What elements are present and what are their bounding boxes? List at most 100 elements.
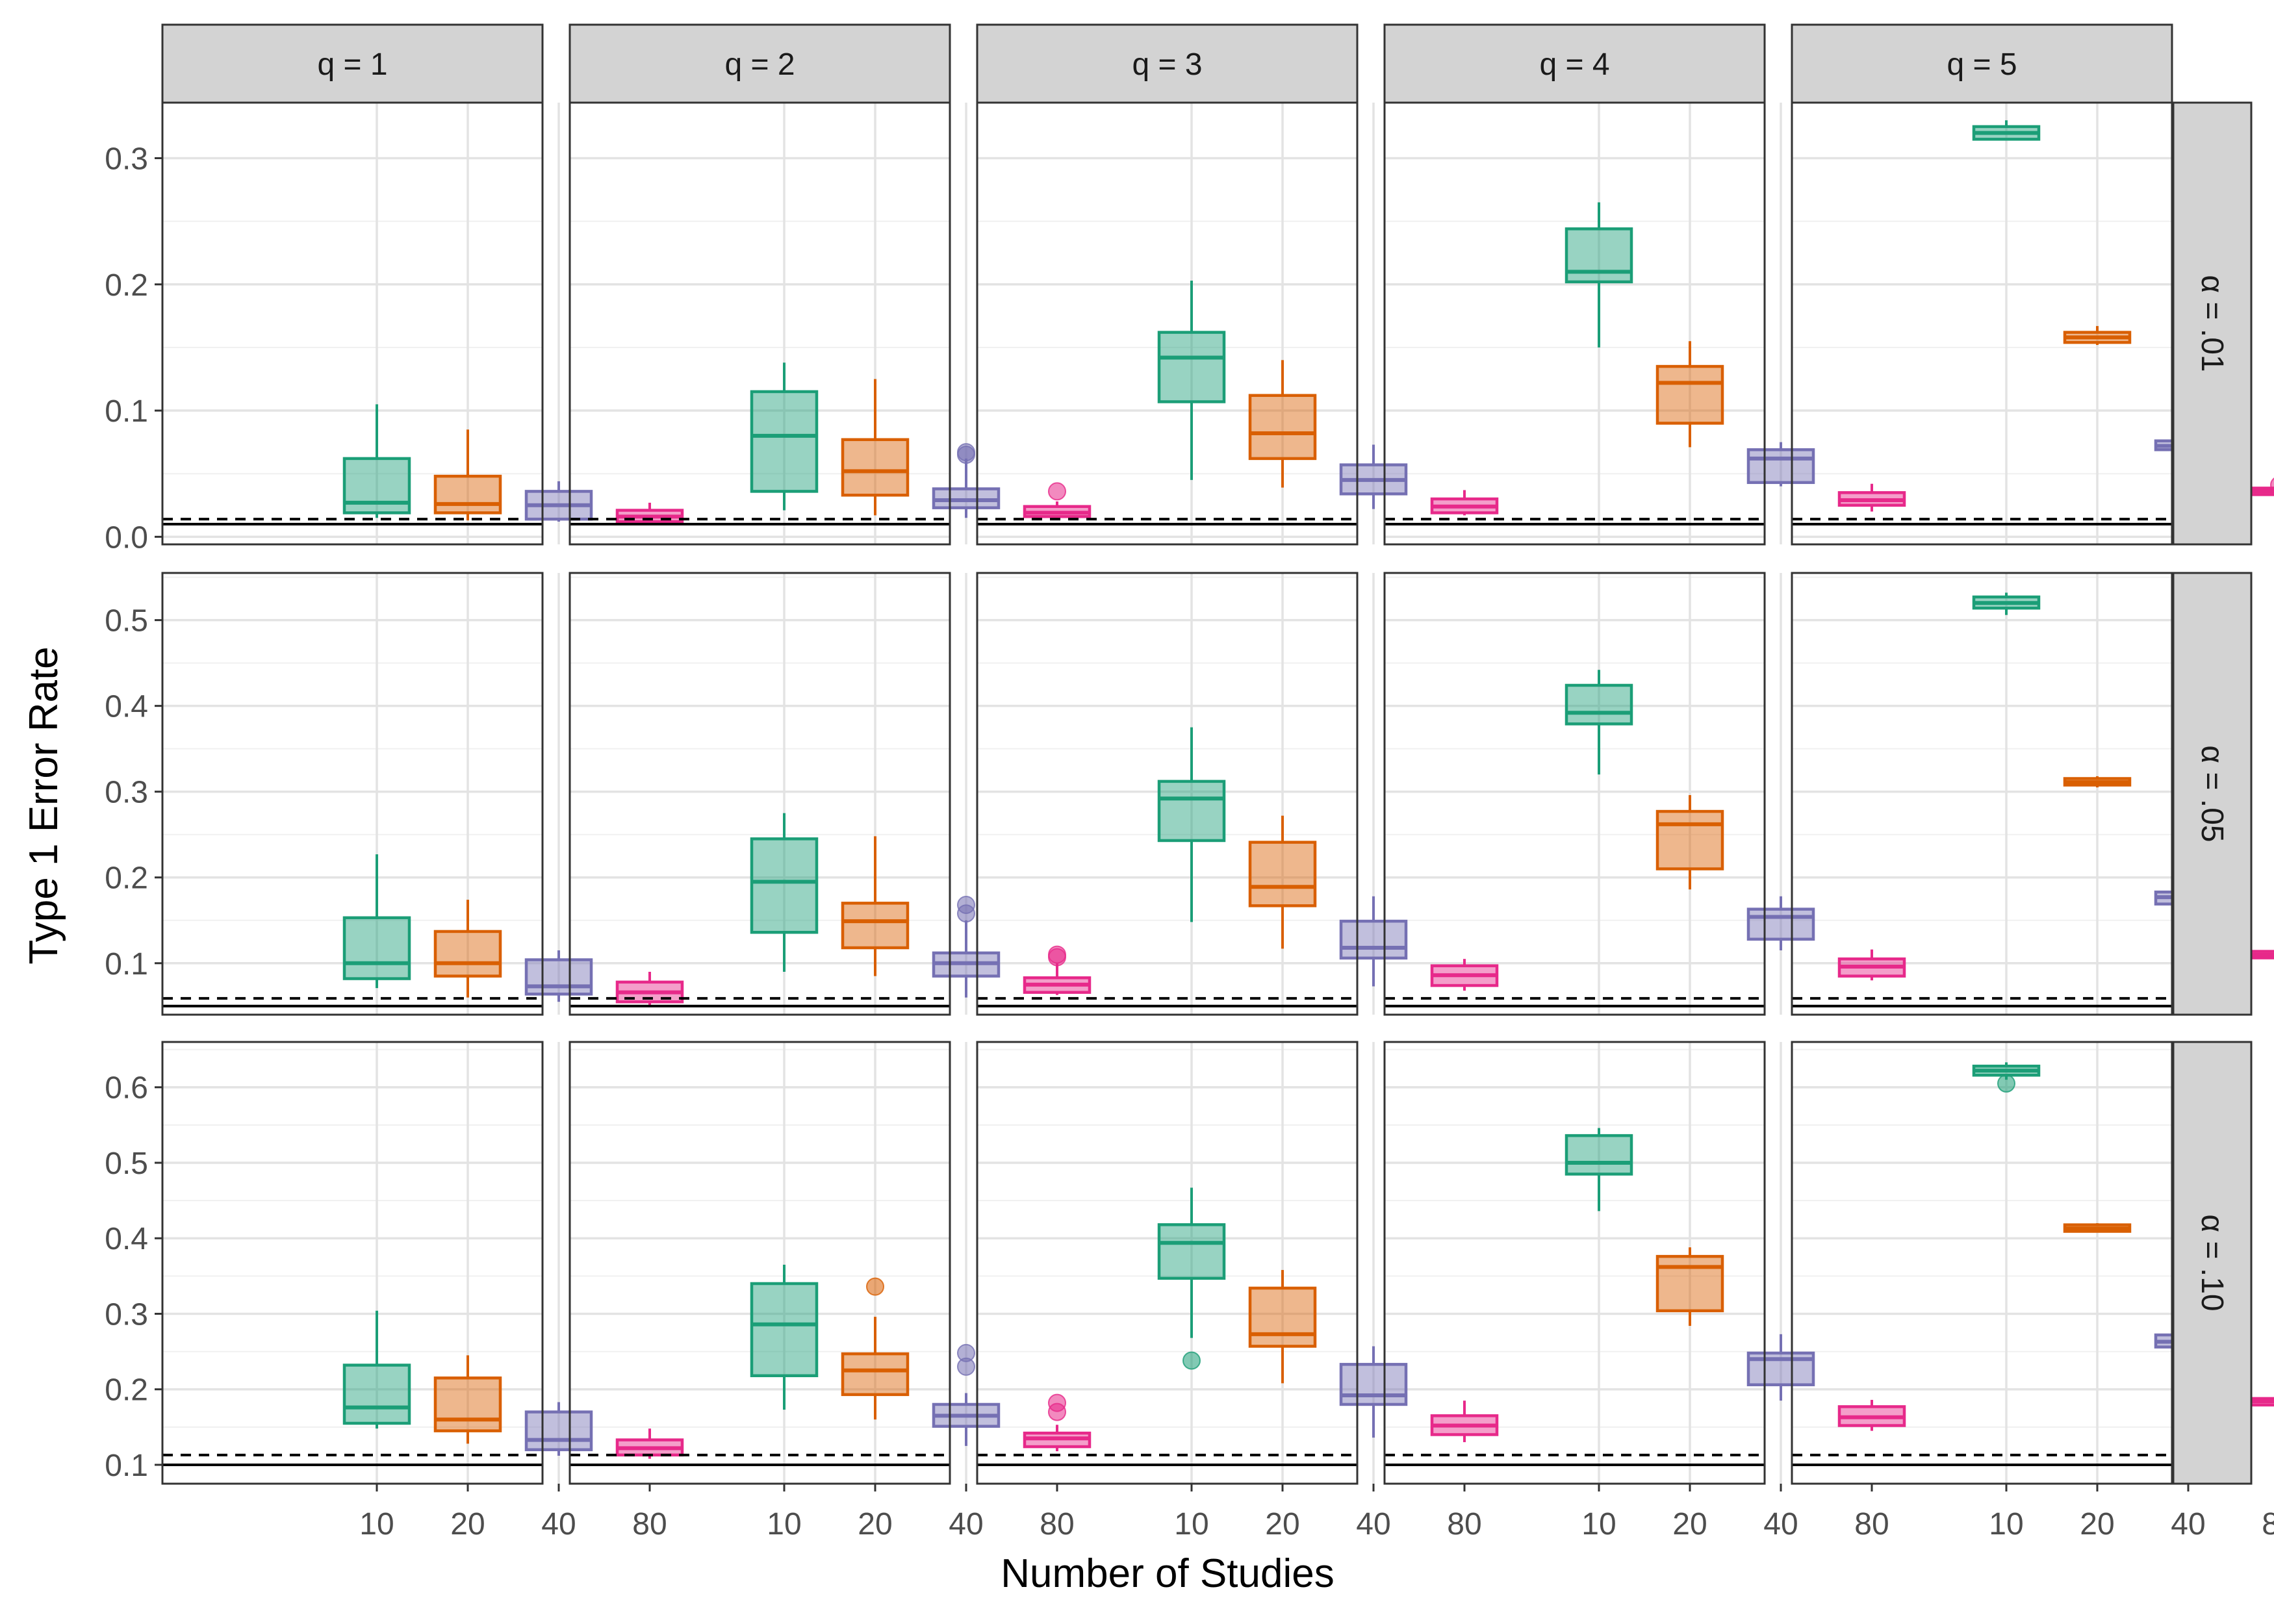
panel-r2-c3-frame	[1383, 1041, 1766, 1485]
col-strip-1	[568, 23, 951, 104]
panel-r1-c2-frame	[976, 572, 1359, 1016]
row-strip-label: α = .05	[2195, 745, 2229, 842]
boxplot-r2-c0-20	[433, 1355, 502, 1444]
boxplot-r1-c3-80	[1837, 949, 1906, 981]
y-tick-label: 0.6	[105, 1071, 148, 1106]
outlier-point	[1048, 1393, 1066, 1412]
boxplot-r2-c2-40	[1339, 1346, 1408, 1438]
box-iqr	[1157, 780, 1226, 843]
col-strip-2	[976, 23, 1359, 104]
box-iqr	[1248, 841, 1317, 907]
boxplot-r0-c3-80	[1837, 483, 1906, 512]
panel-r1-c2-background	[977, 573, 1357, 1015]
x-tick-label: 10	[359, 1507, 394, 1542]
boxplot-r1-c1-80	[1023, 945, 1092, 995]
panel-r1-c4-frame	[1791, 572, 2173, 1016]
boxplot-r1-c3-20	[1655, 794, 1724, 890]
y-tick-label: 0.3	[105, 1297, 148, 1332]
panel-r2-c0-frame	[161, 1041, 544, 1485]
y-tick-label: 0.5	[105, 604, 148, 639]
boxplot-r2-c3-40	[1746, 1334, 1815, 1401]
boxplot-r0-c2-10	[1157, 280, 1226, 480]
col-strip-0	[161, 23, 544, 104]
box-iqr	[1339, 919, 1408, 960]
panel-r2-c1-frame	[568, 1041, 951, 1485]
boxplot-r0-c4-20	[2063, 325, 2132, 346]
box-iqr	[841, 438, 910, 497]
boxplot-r1-c1-40	[932, 895, 1001, 998]
outlier-point	[957, 895, 975, 914]
box-iqr	[1565, 1134, 1633, 1176]
row-strip-1	[2172, 572, 2253, 1016]
box-iqr	[841, 902, 910, 950]
boxplot-r0-c0-40	[524, 481, 593, 522]
y-tick-label: 0.1	[105, 947, 148, 982]
x-tick-label: 10	[1174, 1507, 1208, 1542]
panel-r0-c3-background	[1385, 103, 1765, 544]
outlier-point	[1048, 482, 1066, 501]
x-tick-label: 40	[1763, 1507, 1798, 1542]
panel-r0-c0-background	[162, 103, 543, 544]
boxplot-r2-c1-20	[841, 1277, 910, 1420]
y-tick-label: 0.4	[105, 1222, 148, 1256]
box-iqr	[1746, 448, 1815, 485]
boxplot-r2-c1-10	[750, 1264, 819, 1410]
boxplot-r1-c3-10	[1565, 670, 1633, 775]
x-tick-label: 40	[2171, 1507, 2205, 1542]
y-tick-label: 0.4	[105, 690, 148, 724]
box-iqr	[1655, 364, 1724, 425]
boxplot-r1-c2-40	[1339, 896, 1408, 987]
boxplot-r0-c4-10	[1972, 120, 2041, 141]
boxplot-r2-c4-10	[1972, 1062, 2041, 1093]
boxplot-r2-c0-10	[342, 1310, 411, 1429]
boxplot-r0-c1-40	[932, 443, 1001, 518]
y-tick-label: 0.5	[105, 1147, 148, 1181]
boxplot-r2-c3-80	[1837, 1399, 1906, 1431]
boxplot-r2-c1-80	[1023, 1393, 1092, 1452]
y-tick-label: 0.1	[105, 394, 148, 429]
outlier-point	[1997, 1074, 2015, 1093]
boxplot-r1-c1-20	[841, 836, 910, 976]
box-iqr	[1746, 907, 1815, 941]
outlier-point	[957, 443, 975, 462]
boxplot-r1-c4-20	[2063, 776, 2132, 788]
x-tick-label: 10	[1581, 1507, 1616, 1542]
col-strip-4	[1791, 23, 2173, 104]
x-tick-label: 10	[1989, 1507, 2023, 1542]
frames-layer	[161, 101, 2173, 1485]
boxplot-r0-c1-20	[841, 379, 910, 516]
col-strip-label: q = 3	[1132, 47, 1202, 82]
boxplot-r0-c2-20	[1248, 360, 1317, 488]
boxplot-r1-c0-20	[433, 900, 502, 998]
box-iqr	[433, 474, 502, 514]
x-tick-label: 80	[632, 1507, 667, 1542]
boxplot-r0-c2-40	[1339, 444, 1408, 509]
box-iqr	[1655, 809, 1724, 870]
y-tick-label: 0.2	[105, 268, 148, 303]
boxplot-r1-c2-10	[1157, 727, 1226, 922]
axes-layer: 0.0 0.1 0.2 0.3 0.1 0.2 0.3 0.4 0.5 0.1 0.2 0.3 0.4 0…	[105, 142, 2274, 1542]
panel-r0-c4-background	[1792, 103, 2172, 544]
strips-layer: α = .01 α = .05 α = .10 q = 1 q = 2 q = 3 q = …	[161, 23, 2253, 1485]
panel-r2-c2-frame	[976, 1041, 1359, 1485]
y-tick-label: 0.2	[105, 861, 148, 896]
y-tick-label: 0.2	[105, 1373, 148, 1408]
row-strip-label: α = .01	[2195, 275, 2229, 372]
box-iqr	[1565, 227, 1633, 284]
y-tick-label: 0.3	[105, 776, 148, 810]
box-iqr	[1157, 331, 1226, 403]
panel-r1-c1-background	[570, 573, 950, 1015]
panel-r2-c4-frame	[1791, 1041, 2173, 1485]
box-iqr	[524, 1410, 593, 1451]
col-strip-3	[1383, 23, 1766, 104]
box-iqr	[750, 1282, 819, 1378]
y-tick-label: 0.0	[105, 520, 148, 555]
boxplot-r0-c1-80	[1023, 482, 1092, 520]
panel-r1-c0-frame	[161, 572, 544, 1016]
x-tick-label: 80	[1447, 1507, 1481, 1542]
box-iqr	[433, 1377, 502, 1432]
boxplot-r0-c0-10	[342, 404, 411, 518]
outlier-point	[957, 1343, 975, 1362]
panel-r2-c0-background	[162, 1042, 543, 1484]
panel-r0-c2-background	[977, 103, 1357, 544]
